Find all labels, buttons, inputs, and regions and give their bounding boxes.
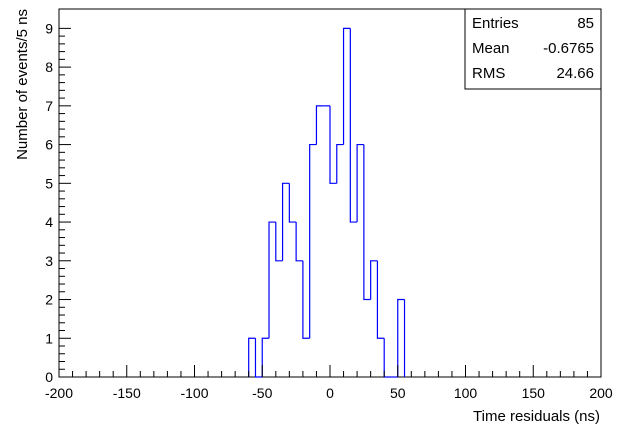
histogram-bin [261,337,270,377]
stats-entries-label: Entries [472,15,519,32]
histogram-bin [302,260,310,339]
x-axis: -200 -150 -100 -50 0 50 100 150 200 [45,365,613,401]
histogram-bin [356,143,364,223]
y-tick-label: 0 [45,369,53,385]
y-tick-label: 3 [45,253,53,269]
histogram-bin [288,183,297,223]
histogram-bin [268,221,276,339]
y-axis: 0 1 2 3 4 5 6 7 8 9 [45,20,71,385]
x-tick-label: -100 [180,385,208,401]
histogram-bin [342,27,351,145]
histogram-bin [363,144,371,301]
y-tick-label: 4 [45,214,53,230]
histogram-bin [370,260,378,300]
histogram-bin [329,105,337,184]
histogram-bin [254,338,263,378]
stats-box: Entries 85 Mean -0.6765 RMS 24.66 [464,8,602,90]
histogram-bin [397,298,405,377]
y-tick-label: 5 [45,175,53,191]
x-axis-title: Time residuals (ns) [473,408,600,425]
histogram-bin [383,338,391,378]
histogram-bin [275,222,283,262]
x-tick-label: -150 [113,385,141,401]
stats-mean-value: -0.6765 [543,40,594,57]
stats-box-frame [464,8,602,90]
x-tick-label: 150 [522,385,546,401]
x-tick-label: 100 [454,385,478,401]
histogram-bins [248,27,406,378]
x-tick-label: 50 [390,385,406,401]
histogram-bin [295,222,303,262]
histogram-bin [281,182,290,261]
histogram-bin [336,143,344,184]
y-tick-label: 1 [45,330,53,346]
x-tick-label: -200 [45,385,73,401]
y-tick-label: 9 [45,20,53,36]
histogram-bin [349,28,358,223]
histogram-bin [315,105,324,145]
x-tick-label: 0 [326,385,334,401]
y-tick-label: 6 [45,137,53,153]
stats-mean-label: Mean [472,40,510,57]
histogram-bin [309,143,317,339]
y-tick-label: 7 [45,98,53,114]
x-tick-label: -50 [252,385,272,401]
x-tick-label: 200 [589,385,613,401]
stats-entries-value: 85 [577,15,594,32]
histogram-bin [248,337,256,377]
y-axis-title: Number of events/5 ns [14,9,31,160]
stats-rms-value: 24.66 [556,65,594,82]
histogram-bin [376,260,385,339]
y-tick-label: 2 [45,292,53,308]
stats-rms-label: RMS [472,65,505,82]
y-tick-label: 8 [45,59,53,75]
